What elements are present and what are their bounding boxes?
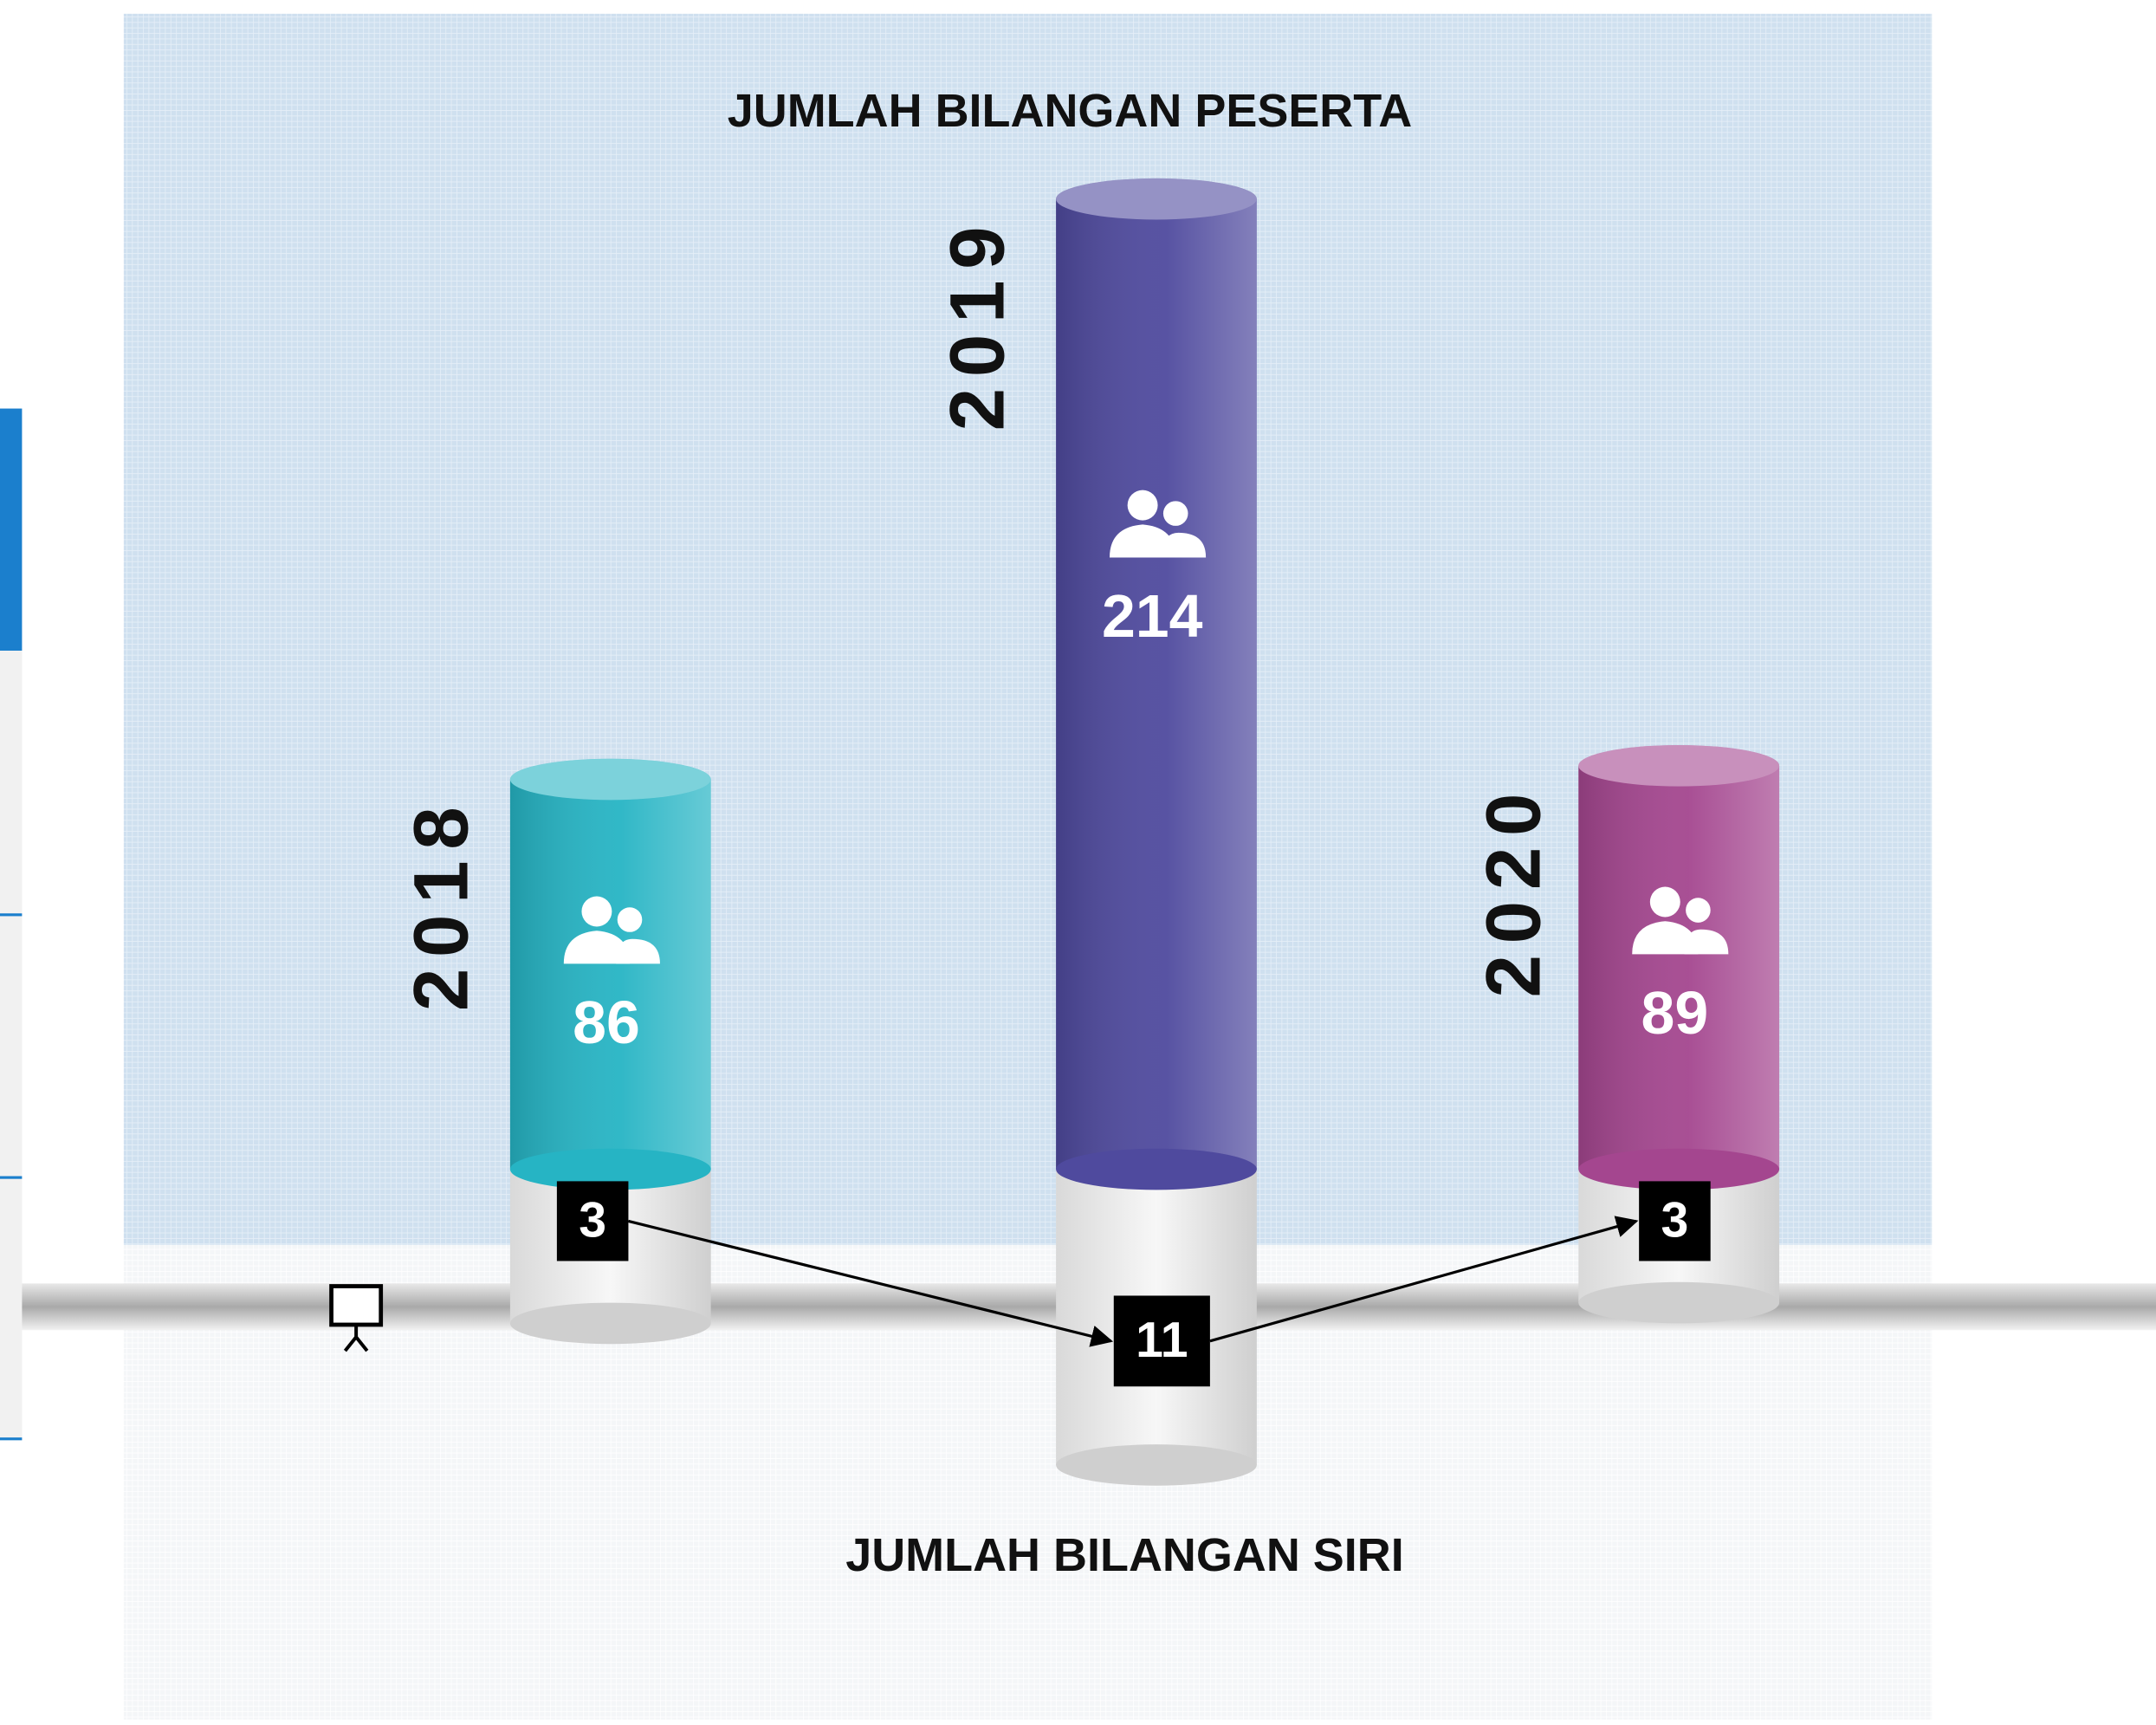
bar-shine: [509, 779, 711, 1170]
pedestal-base: [509, 1302, 711, 1345]
category-label: 2019: [934, 216, 1020, 431]
projector-icon: [329, 1284, 384, 1352]
value-label: 89: [1641, 979, 1709, 1047]
bar-top-light: [1056, 178, 1257, 220]
connector-arrow: [628, 1219, 1114, 1347]
category-label: 2018: [398, 796, 483, 1012]
count-box: [556, 1181, 629, 1261]
pedestal-base: [1056, 1444, 1257, 1486]
series-title: JUMLAH BILANGAN SIRI: [845, 1529, 1404, 1581]
bar-top: [509, 758, 711, 801]
bar-top-light: [509, 758, 711, 801]
value-label: 214: [1102, 582, 1203, 650]
bar-bottom: [1578, 1148, 1780, 1190]
bar-top-light: [1578, 744, 1780, 787]
bar-shine: [1578, 765, 1780, 1170]
pedestal-base: [1578, 1281, 1780, 1324]
bar-bottom: [509, 1148, 711, 1190]
count-box: [1639, 1181, 1711, 1261]
sidebar-divider: [0, 913, 23, 917]
bar-top: [1578, 744, 1780, 787]
sidebar-divider: [0, 1176, 23, 1179]
bar-bottom: [1056, 1148, 1257, 1190]
count-label: 3: [579, 1193, 606, 1248]
count-label: 3: [1661, 1193, 1689, 1248]
count-box: [1113, 1295, 1210, 1387]
value-label: 86: [573, 989, 640, 1056]
count-label: 11: [1136, 1313, 1188, 1368]
category-label: 2020: [1471, 782, 1557, 998]
series-title: JUMLAH BILANGAN PESERTA: [728, 85, 1412, 137]
sidebar-divider: [0, 1437, 23, 1441]
bar-top: [1056, 178, 1257, 220]
connector-arrow: [1209, 1216, 1639, 1343]
sidebar-tab: [0, 408, 23, 651]
bar-shine: [1056, 198, 1257, 1170]
